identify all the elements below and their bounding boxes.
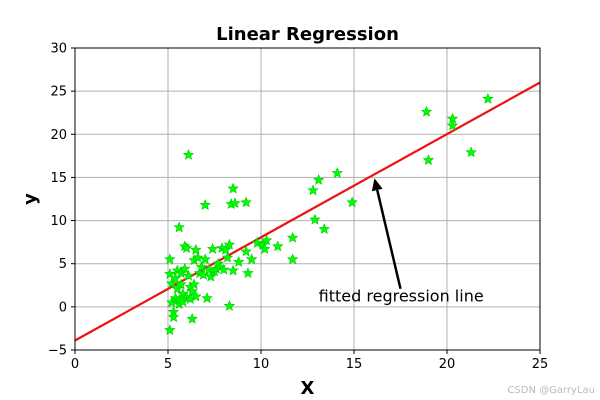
data-point — [179, 262, 191, 274]
x-tick-label: 25 — [532, 357, 549, 372]
data-point — [240, 196, 252, 208]
annotation-arrowhead — [371, 178, 383, 192]
data-point — [199, 199, 211, 210]
data-point — [482, 92, 494, 104]
data-point — [175, 278, 187, 290]
x-tick-label: 10 — [253, 357, 270, 372]
data-point — [221, 251, 234, 263]
data-point — [195, 261, 208, 273]
watermark: CSDN @GarryLau — [507, 385, 595, 396]
data-point — [188, 278, 200, 290]
data-point — [272, 240, 284, 252]
data-point — [331, 167, 343, 178]
data-point — [186, 285, 198, 297]
data-point — [260, 234, 273, 246]
y-tick-label: 10 — [50, 214, 67, 229]
x-tick-label: 20 — [439, 357, 456, 372]
x-tick-label: 0 — [71, 357, 79, 372]
data-point — [205, 270, 217, 282]
data-point — [227, 264, 239, 276]
data-point — [219, 243, 232, 255]
data-point — [192, 251, 204, 263]
x-axis-label: X — [301, 378, 315, 399]
data-point — [182, 148, 195, 160]
data-point — [218, 263, 230, 275]
y-axis-label: y — [20, 193, 41, 205]
data-point — [167, 311, 180, 323]
data-point — [346, 196, 358, 208]
data-point — [286, 253, 299, 265]
data-point — [173, 221, 185, 233]
data-point — [201, 292, 213, 304]
data-point — [259, 243, 271, 254]
data-point — [232, 255, 245, 267]
axis-ticks: 0 5 10 15 20 25 −5 0 5 10 15 20 25 30 — [48, 42, 548, 373]
data-point — [227, 182, 239, 194]
annotation-arrow — [375, 189, 402, 290]
data-point — [164, 268, 176, 279]
data-point — [307, 184, 319, 196]
data-point — [190, 243, 202, 255]
data-point — [206, 243, 219, 254]
y-tick-label: 30 — [50, 42, 67, 57]
data-point — [229, 197, 241, 209]
plot-frame — [74, 47, 541, 351]
y-tick-label: −5 — [48, 344, 67, 359]
y-tick-label: 0 — [59, 300, 67, 315]
data-point — [465, 146, 477, 158]
data-point — [182, 269, 195, 281]
regression-line — [74, 81, 541, 342]
data-point — [164, 253, 176, 265]
regression-line-layer — [74, 81, 541, 342]
data-point — [180, 242, 193, 254]
data-point — [242, 267, 254, 279]
data-point — [223, 299, 236, 311]
chart-title: Linear Regression — [216, 24, 399, 45]
y-tick-label: 25 — [50, 85, 67, 100]
data-point — [251, 237, 263, 248]
x-tick-label: 5 — [164, 357, 172, 372]
data-point — [309, 213, 321, 225]
data-point — [446, 119, 459, 131]
data-point — [286, 231, 299, 243]
data-point — [223, 238, 236, 250]
y-tick-label: 5 — [59, 257, 67, 272]
data-point — [420, 105, 433, 117]
y-tick-label: 15 — [50, 171, 67, 186]
scatter-points — [164, 92, 494, 336]
data-point — [186, 312, 198, 324]
y-tick-label: 20 — [50, 128, 67, 143]
data-point — [318, 223, 330, 235]
x-tick-label: 15 — [346, 357, 363, 372]
annotation-text: fitted regression line — [319, 287, 484, 306]
data-point — [422, 154, 435, 166]
data-point — [312, 174, 325, 185]
data-point — [199, 253, 211, 265]
data-point — [240, 245, 252, 257]
data-point — [190, 290, 202, 302]
data-point — [245, 253, 258, 265]
annotation: fitted regression line — [319, 178, 484, 306]
data-point — [166, 277, 178, 289]
data-point — [164, 324, 176, 336]
